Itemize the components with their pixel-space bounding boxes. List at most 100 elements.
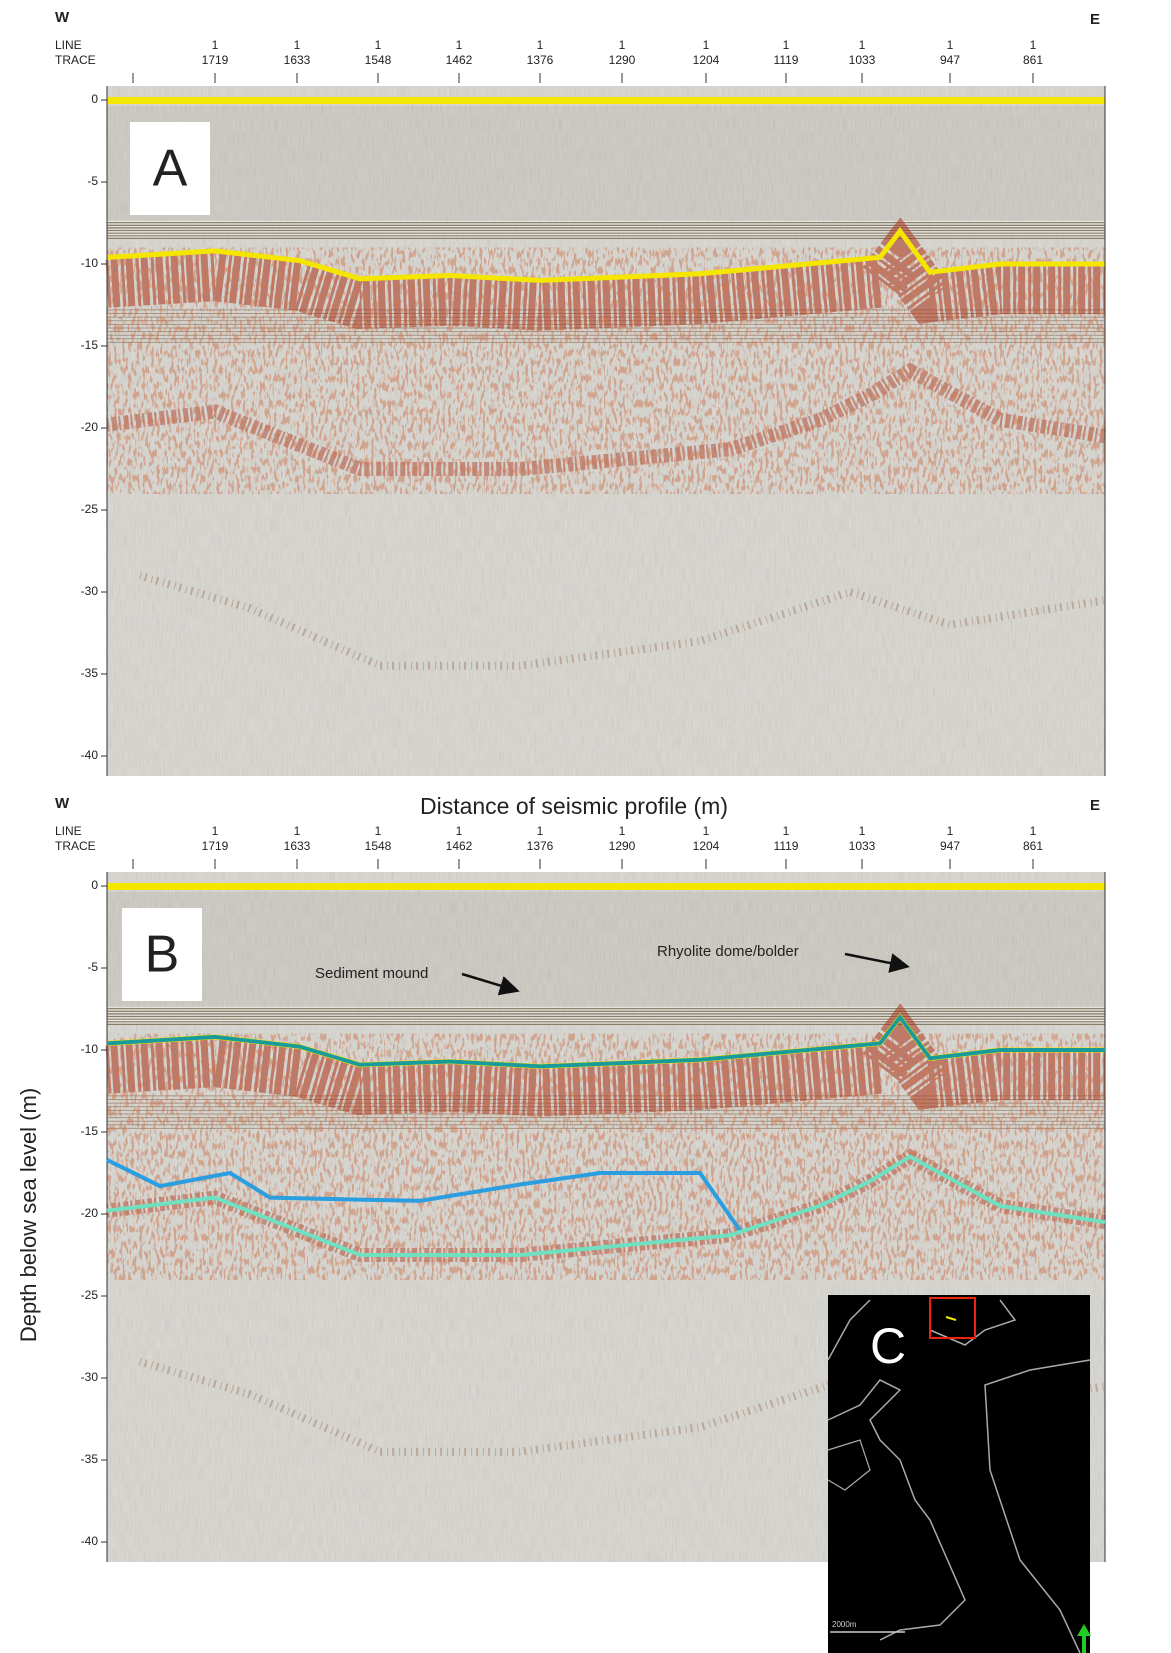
panel-title: Distance of seismic profile (m) xyxy=(420,793,728,819)
deeper-reflector xyxy=(138,571,1106,670)
line-number: 1 xyxy=(783,824,790,838)
annotation: Rhyolite dome/bolder xyxy=(657,943,799,960)
depth-tick-label: -5 xyxy=(87,174,98,188)
coastline xyxy=(827,1439,871,1491)
trace-number: 1119 xyxy=(774,839,799,853)
trace-heading: TRACE xyxy=(55,53,96,67)
annotation: Sediment mound xyxy=(315,965,428,982)
depth-tick-label: -5 xyxy=(87,960,98,974)
depth-tick-label: -20 xyxy=(81,1206,99,1220)
depth-tick-label: -25 xyxy=(81,502,99,516)
line-number: 1 xyxy=(703,824,710,838)
trace-heading: TRACE xyxy=(55,839,96,853)
label-box xyxy=(130,122,210,215)
trace-number: 1548 xyxy=(365,53,392,67)
line-number: 1 xyxy=(375,824,382,838)
line-number: 1 xyxy=(537,824,544,838)
trace-number: 1290 xyxy=(609,53,636,67)
trace-number: 1462 xyxy=(446,839,473,853)
depth-tick-label: -25 xyxy=(81,1288,99,1302)
line-number: 1 xyxy=(537,38,544,52)
west-label: W xyxy=(55,795,70,812)
trace-number: 861 xyxy=(1023,53,1043,67)
depth-tick-label: -20 xyxy=(81,420,99,434)
line-number: 1 xyxy=(212,38,219,52)
depth-tick-label: -15 xyxy=(81,338,99,352)
annotation-arrow xyxy=(461,972,520,996)
trace-number: 1290 xyxy=(609,839,636,853)
depth-tick-label: -10 xyxy=(81,1042,99,1056)
depth-tick-label: -35 xyxy=(81,666,99,680)
line-number: 1 xyxy=(1030,38,1037,52)
east-label: E xyxy=(1090,797,1100,814)
line-number: 1 xyxy=(294,38,301,52)
scale-label: 2000m xyxy=(832,1620,857,1629)
depth-tick-label: -40 xyxy=(81,748,99,762)
location-box xyxy=(929,1297,976,1339)
deeper-reflector xyxy=(138,1357,1106,1456)
depth-tick-label: 0 xyxy=(91,92,98,106)
trace-number: 1376 xyxy=(527,53,554,67)
line-heading: LINE xyxy=(55,38,82,52)
line-number: 1 xyxy=(859,38,866,52)
east-label: E xyxy=(1090,11,1100,28)
trace-number: 1633 xyxy=(284,839,311,853)
trace-number: 947 xyxy=(940,839,960,853)
trace-number: 1204 xyxy=(693,839,720,853)
line-number: 1 xyxy=(859,824,866,838)
interpreted-seafloor xyxy=(106,1013,1105,1069)
profile-location xyxy=(945,1316,957,1321)
interpreted-basement xyxy=(106,1154,1106,1257)
depth-tick-label: -40 xyxy=(81,1534,99,1548)
trace-number: 1462 xyxy=(446,53,473,67)
speckle xyxy=(107,247,1105,494)
trace-number: 1033 xyxy=(849,53,876,67)
seismic-panel: W ELINETRACE11719116331154811462113761129… xyxy=(55,9,1107,776)
trace-number: 1376 xyxy=(527,839,554,853)
annotation-arrow xyxy=(844,952,910,973)
line-number: 1 xyxy=(783,38,790,52)
line-number: 1 xyxy=(947,824,954,838)
coastline xyxy=(827,1299,1091,1653)
seafloor xyxy=(106,227,1105,283)
trace-number: 1719 xyxy=(202,839,229,853)
depth-tick-label: -10 xyxy=(81,256,99,270)
depth-tick-label: -30 xyxy=(81,584,99,598)
line-number: 1 xyxy=(947,38,954,52)
panel-label: B xyxy=(145,926,180,984)
trace-number: 1119 xyxy=(774,53,799,67)
depth-tick-label: -30 xyxy=(81,1370,99,1384)
trace-number: 861 xyxy=(1023,839,1043,853)
trace-number: 1548 xyxy=(365,839,392,853)
line-number: 1 xyxy=(456,824,463,838)
line-number: 1 xyxy=(1030,824,1037,838)
line-number: 1 xyxy=(619,38,626,52)
inset-label: C xyxy=(870,1318,906,1374)
line-number: 1 xyxy=(456,38,463,52)
depth-tick-label: 0 xyxy=(91,878,98,892)
trace-number: 1204 xyxy=(693,53,720,67)
line-number: 1 xyxy=(212,824,219,838)
y-axis-label: Depth below sea level (m) xyxy=(16,1088,41,1342)
line-number: 1 xyxy=(294,824,301,838)
sea-surface xyxy=(107,97,1105,104)
sea-surface xyxy=(107,883,1105,890)
line-number: 1 xyxy=(703,38,710,52)
north-arrow xyxy=(1077,1624,1091,1653)
line-number: 1 xyxy=(619,824,626,838)
interpreted-mound xyxy=(106,1158,742,1232)
inset-map: C 2000m xyxy=(827,1295,1091,1653)
trace-number: 1719 xyxy=(202,53,229,67)
trace-number: 947 xyxy=(940,53,960,67)
panel-label: A xyxy=(153,140,188,198)
speckle xyxy=(107,1033,1105,1280)
depth-tick-label: -35 xyxy=(81,1452,99,1466)
trace-number: 1033 xyxy=(849,839,876,853)
line-number: 1 xyxy=(375,38,382,52)
line-heading: LINE xyxy=(55,824,82,838)
west-label: W xyxy=(55,9,70,26)
label-box xyxy=(122,908,202,1001)
trace-number: 1633 xyxy=(284,53,311,67)
depth-tick-label: -15 xyxy=(81,1124,99,1138)
